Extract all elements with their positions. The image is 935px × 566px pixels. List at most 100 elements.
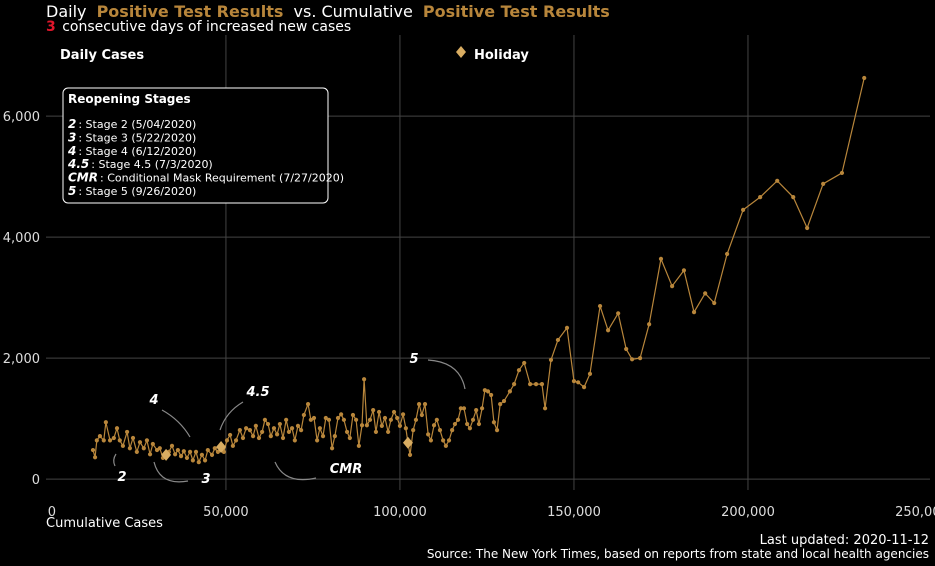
point xyxy=(134,449,139,454)
point xyxy=(101,438,106,443)
legend-label: Daily Cases xyxy=(60,48,144,63)
point xyxy=(407,452,413,458)
point xyxy=(741,207,746,212)
point xyxy=(127,446,132,451)
point xyxy=(724,251,730,257)
point xyxy=(373,429,379,435)
point xyxy=(539,382,545,387)
point xyxy=(339,412,344,417)
point xyxy=(507,389,513,394)
arrow xyxy=(161,409,191,438)
point xyxy=(542,406,548,411)
point xyxy=(233,438,239,443)
point xyxy=(209,452,215,458)
point xyxy=(350,412,356,418)
point xyxy=(712,300,717,306)
point xyxy=(691,310,697,315)
point xyxy=(286,429,292,435)
point xyxy=(344,429,350,435)
point xyxy=(443,443,448,448)
x-tick-label: 50,000 xyxy=(203,505,249,520)
point xyxy=(512,382,517,387)
subtitle-text: consecutive days of increased new cases xyxy=(62,19,351,35)
point xyxy=(97,434,103,439)
point xyxy=(284,417,289,422)
point xyxy=(181,449,186,454)
x-axis-label: Cumulative Cases xyxy=(46,516,163,531)
point xyxy=(470,417,476,422)
point xyxy=(548,357,554,363)
point xyxy=(428,438,434,443)
point xyxy=(271,426,277,431)
point xyxy=(120,443,126,448)
point xyxy=(452,421,458,427)
point xyxy=(555,337,561,343)
stage-text: : Conditional Mask Requirement (7/27/202… xyxy=(100,172,344,185)
point xyxy=(805,225,810,231)
stage-key: 4.5 xyxy=(67,157,89,171)
stage-text: : Stage 4.5 (7/3/2020) xyxy=(91,158,212,171)
point xyxy=(367,417,373,422)
point xyxy=(301,412,306,418)
point xyxy=(498,401,503,407)
point xyxy=(571,378,577,384)
point xyxy=(791,195,796,200)
point xyxy=(265,421,271,427)
point xyxy=(184,455,190,461)
point xyxy=(597,303,603,309)
point xyxy=(187,449,193,454)
point xyxy=(202,458,208,463)
point xyxy=(491,420,497,425)
point xyxy=(446,438,452,443)
point xyxy=(434,417,439,422)
point xyxy=(173,452,178,457)
point xyxy=(533,382,539,387)
point xyxy=(237,427,242,433)
point xyxy=(494,427,500,433)
point xyxy=(262,417,268,422)
y-tick-label: 6,000 xyxy=(3,110,40,125)
point xyxy=(388,417,393,422)
point xyxy=(476,421,482,427)
point xyxy=(461,406,467,411)
point xyxy=(624,346,629,352)
point xyxy=(332,434,337,439)
point xyxy=(147,452,153,457)
x-tick-label: 250,000 xyxy=(895,505,935,520)
point xyxy=(467,426,473,431)
point xyxy=(670,283,675,289)
point xyxy=(329,446,335,451)
legend-label: Holiday xyxy=(474,48,529,63)
point xyxy=(268,434,273,439)
title-part: vs. Cumulative xyxy=(294,2,413,21)
stage-text: : Stage 5 (9/26/2020) xyxy=(78,185,196,198)
arrow xyxy=(427,359,466,390)
point xyxy=(637,355,643,361)
point xyxy=(485,389,491,394)
point xyxy=(299,427,304,433)
annotation: 2 xyxy=(117,470,126,485)
annotation: CMR xyxy=(330,462,363,477)
point xyxy=(386,429,391,435)
stage-text: : Stage 4 (6/12/2020) xyxy=(78,145,196,158)
stage-entry: 4: Stage 4 (6/12/2020) xyxy=(67,144,196,158)
subtitle-number: 3 xyxy=(46,19,56,35)
point xyxy=(103,420,108,425)
point xyxy=(581,385,587,390)
point xyxy=(250,434,256,439)
point xyxy=(256,435,262,441)
stage-entry: 2: Stage 2 (5/04/2020) xyxy=(68,117,196,131)
point xyxy=(141,446,146,451)
holiday-marker xyxy=(402,436,413,449)
point xyxy=(150,441,155,447)
title-part: Positive Test Results xyxy=(97,2,284,21)
stage-key: 4 xyxy=(67,144,76,158)
point xyxy=(658,256,664,261)
point xyxy=(94,438,99,443)
point xyxy=(190,458,195,463)
footer: Last updated: 2020-11-12 xyxy=(760,533,929,548)
point xyxy=(411,427,416,433)
x-tick-label: 150,000 xyxy=(547,505,601,520)
point xyxy=(260,429,265,435)
arrow xyxy=(153,461,189,483)
